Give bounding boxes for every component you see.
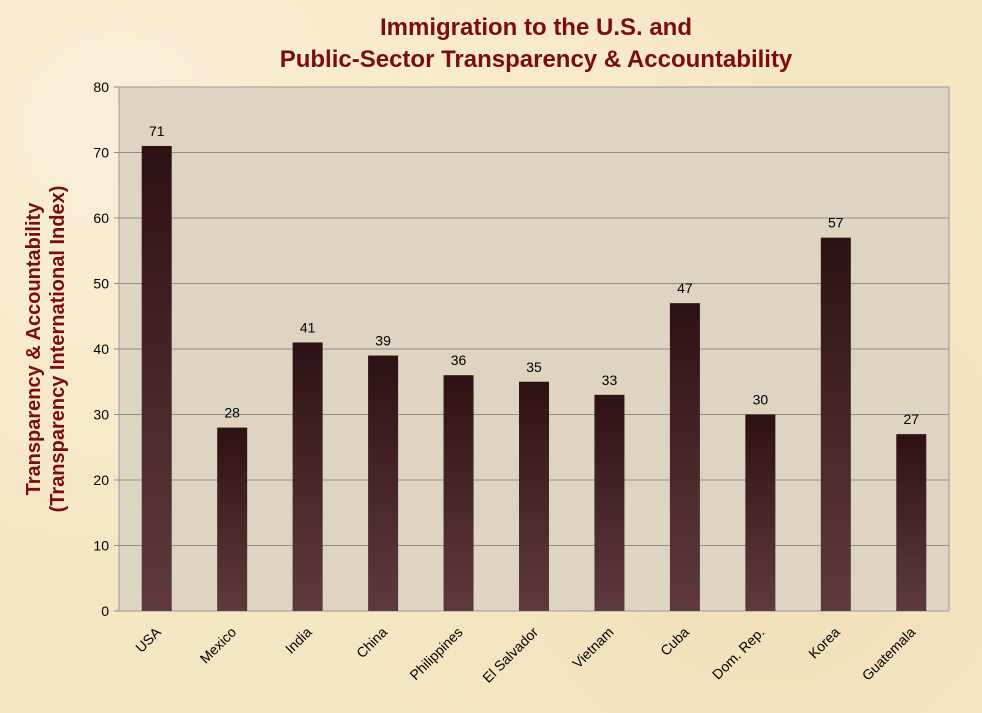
x-tick-label: Cuba (657, 624, 692, 659)
y-tick-label: 80 (93, 79, 109, 95)
bar (745, 414, 776, 611)
gridlines (119, 152, 949, 546)
x-tick-label: Korea (805, 624, 843, 662)
data-label: 41 (300, 319, 316, 335)
y-axis-label-line-1: Transparency & Accountability (23, 202, 45, 496)
y-tick-label: 50 (93, 276, 109, 292)
category-labels: USA Mexico India China Philippines El Salvado… (132, 623, 918, 685)
x-tick-label: El Salvador (479, 624, 541, 686)
x-tick-label: Mexico (197, 624, 240, 667)
x-tick-label: Vietnam (569, 624, 616, 671)
bar (820, 237, 851, 611)
x-tick-label: Philippines (406, 624, 465, 683)
data-label: 57 (828, 215, 844, 231)
bar (217, 427, 248, 611)
data-label: 36 (451, 352, 467, 368)
y-tick-label: 10 (93, 538, 109, 554)
x-tick-label: USA (132, 623, 164, 655)
y-axis-ticks: 0 10 20 30 40 50 60 70 80 (93, 79, 119, 619)
y-tick-label: 30 (93, 407, 109, 423)
data-label: 30 (753, 392, 769, 408)
x-tick-label: China (353, 624, 390, 661)
y-tick-label: 40 (93, 341, 109, 357)
data-label: 33 (602, 372, 618, 388)
bar (141, 145, 172, 611)
x-tick-label: Dom. Rep. (709, 624, 768, 683)
bar (443, 375, 474, 611)
data-label: 47 (677, 280, 693, 296)
bar (519, 381, 549, 611)
x-tick-label: India (282, 624, 315, 657)
data-label: 28 (224, 405, 240, 421)
chart-title-line-2: Public-Sector Transparency & Accountabil… (280, 46, 793, 73)
bar (669, 303, 700, 611)
data-label: 39 (375, 333, 391, 349)
bar (594, 394, 625, 611)
x-tick-label: Guatemala (859, 624, 919, 684)
y-tick-label: 70 (93, 145, 109, 161)
data-label: 35 (526, 359, 542, 375)
y-axis-label-line-2: (Transparency International Index) (47, 186, 69, 513)
bars (141, 145, 927, 611)
chart-title-line-1: Immigration to the U.S. and (380, 14, 692, 41)
bar (292, 342, 323, 611)
data-labels: 71 28 41 39 36 35 33 47 30 57 27 (149, 123, 919, 427)
y-tick-label: 0 (101, 603, 109, 619)
bar (896, 434, 927, 611)
y-tick-label: 60 (93, 210, 109, 226)
data-label: 71 (149, 123, 165, 139)
y-tick-label: 20 (93, 472, 109, 488)
data-label: 27 (903, 411, 919, 427)
bar (368, 355, 399, 611)
